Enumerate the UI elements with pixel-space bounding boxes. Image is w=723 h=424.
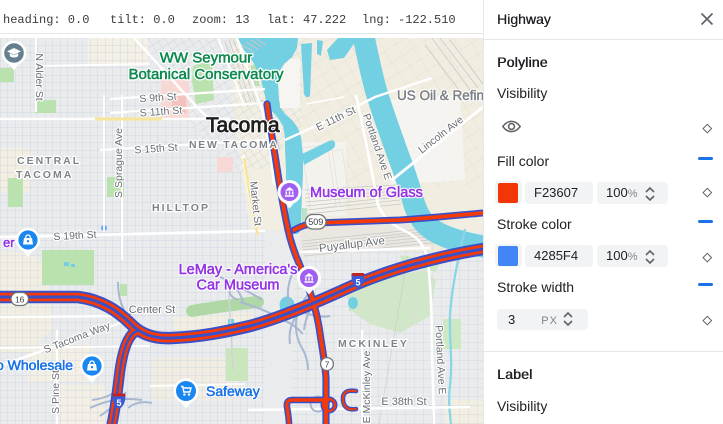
- svg-text:16: 16: [15, 295, 25, 305]
- svg-text:S 11th St: S 11th St: [139, 105, 182, 120]
- svg-text:TACOMA: TACOMA: [16, 169, 73, 181]
- svg-text:Portland Ave E: Portland Ave E: [432, 325, 448, 395]
- svg-text:MCKINLEY: MCKINLEY: [338, 338, 409, 350]
- svg-text:US Oil & Refini: US Oil & Refini: [397, 88, 483, 103]
- svg-text:S 9th St: S 9th St: [139, 91, 177, 106]
- svg-text:E McKinley Ave: E McKinley Ave: [361, 350, 373, 423]
- svg-text:5: 5: [116, 398, 121, 408]
- svg-text:Museum of Glass: Museum of Glass: [310, 185, 423, 201]
- svg-text:LeMay - America's: LeMay - America's: [179, 262, 298, 278]
- svg-text:Botanical Conservatory: Botanical Conservatory: [128, 66, 284, 83]
- svg-text:er: er: [3, 235, 15, 250]
- svg-text:Market St: Market St: [247, 181, 264, 227]
- svg-text:S 19th St: S 19th St: [53, 229, 97, 243]
- svg-text:Center St: Center St: [129, 304, 175, 316]
- svg-text:Botanical Conservatory: Botanical Conservatory: [128, 66, 284, 83]
- svg-text:WW Seymour: WW Seymour: [160, 50, 253, 67]
- svg-text:o Wholesale: o Wholesale: [0, 357, 73, 373]
- svg-text:er: er: [3, 235, 15, 250]
- svg-text:Car Museum: Car Museum: [197, 278, 280, 294]
- svg-text:Safeway: Safeway: [206, 383, 260, 399]
- svg-text:US Oil & Refini: US Oil & Refini: [397, 88, 483, 103]
- svg-text:5: 5: [355, 278, 360, 288]
- svg-text:E 38th St: E 38th St: [381, 396, 426, 408]
- svg-text:7: 7: [325, 360, 330, 370]
- svg-text:Tacoma: Tacoma: [206, 114, 280, 137]
- svg-text:HILLTOP: HILLTOP: [152, 202, 210, 214]
- svg-text:WW Seymour: WW Seymour: [160, 50, 253, 67]
- svg-text:Car Museum: Car Museum: [197, 278, 280, 294]
- svg-text:S Sprague Ave: S Sprague Ave: [113, 128, 125, 198]
- svg-text:o Wholesale: o Wholesale: [0, 357, 73, 373]
- svg-text:S Pine St: S Pine St: [50, 370, 62, 414]
- svg-text:CENTRAL: CENTRAL: [17, 155, 81, 167]
- svg-text:S 15th St: S 15th St: [134, 142, 178, 157]
- svg-text:509: 509: [308, 217, 323, 227]
- svg-text:N Alder St: N Alder St: [33, 53, 45, 100]
- svg-text:Safeway: Safeway: [206, 383, 260, 399]
- svg-text:Museum of Glass: Museum of Glass: [310, 185, 423, 201]
- svg-text:LeMay - America's: LeMay - America's: [179, 262, 298, 278]
- svg-text:Tacoma: Tacoma: [206, 114, 280, 137]
- svg-text:NEW TACOMA: NEW TACOMA: [189, 139, 279, 151]
